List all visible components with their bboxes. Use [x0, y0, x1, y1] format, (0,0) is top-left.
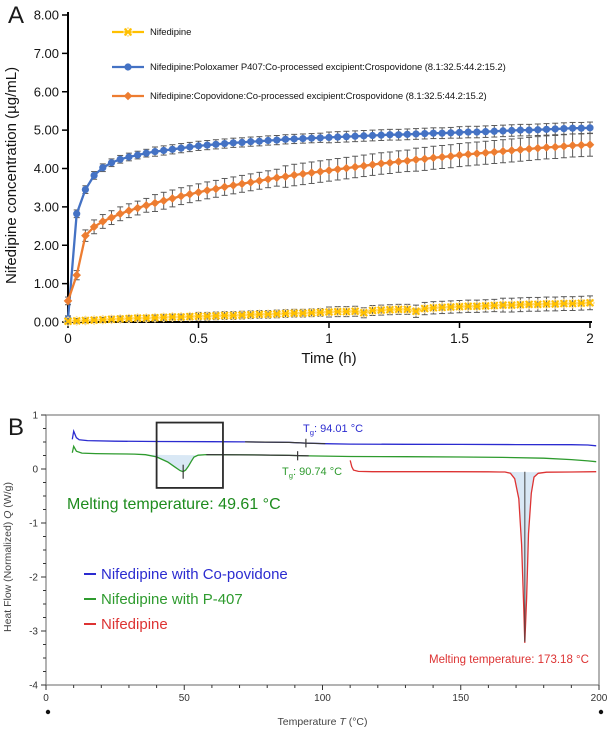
panel-a-y-tick-label: 6.00 — [34, 84, 59, 99]
panel-b-x-tick-label: 100 — [314, 693, 331, 704]
legend-label: Nifedipine:Copovidone:Co-processed excip… — [150, 90, 487, 102]
legend-item-nifedipine-dsc: Nifedipine — [84, 615, 168, 633]
panel-a-y-tick-label: 1.00 — [34, 276, 59, 291]
legend-item-nifedipine: Nifedipine — [112, 25, 191, 39]
legend-line-sample — [84, 573, 96, 575]
panel-b-x-tick-label: 200 — [591, 693, 608, 704]
legend-item-poloxamer: Nifedipine:Poloxamer P407:Co-processed e… — [112, 60, 506, 74]
panel-b-y-tick-label: -4 — [29, 681, 38, 692]
melting-temperature-nifedipine: Melting temperature: 173.18 °C — [429, 654, 589, 666]
dsc-curve-1 — [71, 444, 597, 473]
legend-marker-x-icon — [112, 26, 144, 38]
panel-a-x-tick-label: 2 — [586, 331, 594, 346]
panel-b-plot: 0 50 100 150 200 1 0 -1 -2 -3 -4 — [29, 411, 608, 715]
panel-b-x-tick-label: 150 — [452, 693, 469, 704]
highlight-box — [155, 421, 224, 489]
legend-line-sample — [84, 598, 96, 600]
series-0 — [62, 295, 596, 327]
legend-label: Nifedipine — [101, 615, 168, 633]
panel-a-y-tick-label: 4.00 — [34, 161, 59, 176]
legend-line-sample — [84, 623, 96, 625]
panel-b-y-tick-label: 1 — [32, 411, 38, 422]
axis-end-dot — [45, 709, 51, 715]
panel-a-x-tick-label: 1 — [325, 331, 333, 346]
panel-a-y-tick-label: 3.00 — [34, 199, 59, 214]
panel-a-y-tick-label: 8.00 — [34, 8, 59, 23]
axis-end-dot — [598, 709, 604, 715]
legend-label: Nifedipine:Poloxamer P407:Co-processed e… — [150, 61, 506, 73]
panel-b-label: B — [8, 414, 25, 441]
panel-b-y-tick-label: -2 — [29, 573, 38, 584]
panel-a-x-axis-title: Time (h) — [301, 350, 357, 367]
legend-item-copovidone: Nifedipine:Copovidone:Co-processed excip… — [112, 89, 487, 103]
panel-a-y-tick-label: 5.00 — [34, 123, 59, 138]
panel-a-y-axis-title: Nifedipine concentration (µg/mL) — [3, 66, 20, 284]
legend-item-copovidone-dsc: Nifedipine with Co-povidone — [84, 565, 288, 583]
series-1 — [64, 121, 594, 323]
panel-b-x-tick-label: 50 — [179, 693, 191, 704]
panel-a-x-tick-label: 0.5 — [189, 331, 208, 346]
legend-label: Nifedipine with P-407 — [101, 590, 243, 608]
legend-marker-diamond-icon — [112, 91, 144, 101]
panel-b-y-axis-title: Heat Flow (Normalized) Q (W/g) — [2, 482, 14, 633]
panel-a-y-tick-label: 2.00 — [34, 238, 59, 253]
legend-label: Nifedipine — [150, 26, 192, 38]
tg-annotation-copovidone: Tg: 94.01 °C — [303, 423, 364, 438]
melting-temperature-p407: Melting temperature: 49.61 °C — [67, 496, 281, 513]
panel-b-y-tick-label: -3 — [29, 627, 38, 638]
panel-a-y-tick-label: 7.00 — [34, 46, 59, 61]
legend-label: Nifedipine with Co-povidone — [101, 565, 288, 583]
panel-b-x-tick-label: 0 — [43, 693, 49, 704]
legend-item-p407-dsc: Nifedipine with P-407 — [84, 590, 243, 608]
panel-b-y-tick-label: -1 — [29, 519, 38, 530]
dsc-curve-2 — [349, 460, 597, 643]
panel-b-x-axis-title: Temperature T (°C) — [277, 716, 368, 728]
panel-a-label: A — [8, 2, 25, 29]
panel-b-y-tick-label: 0 — [32, 465, 38, 476]
peak-area-fill — [145, 454, 199, 472]
panel-a-y-tick-label: 0.00 — [34, 315, 59, 330]
tg-annotation-p407: Tg: 90.74 °C — [282, 466, 343, 481]
series-2 — [63, 132, 595, 306]
panel-a-plot: 0.00 1.00 2.00 3.00 4.00 5.00 6.00 7.00 8.00 0 0.5… — [34, 8, 596, 346]
legend-marker-circle-icon — [112, 63, 144, 71]
panel-a-x-tick-label: 1.5 — [450, 331, 469, 346]
panel-a-x-tick-label: 0 — [64, 331, 72, 346]
